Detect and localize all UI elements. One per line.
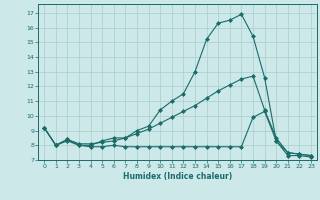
X-axis label: Humidex (Indice chaleur): Humidex (Indice chaleur): [123, 172, 232, 181]
